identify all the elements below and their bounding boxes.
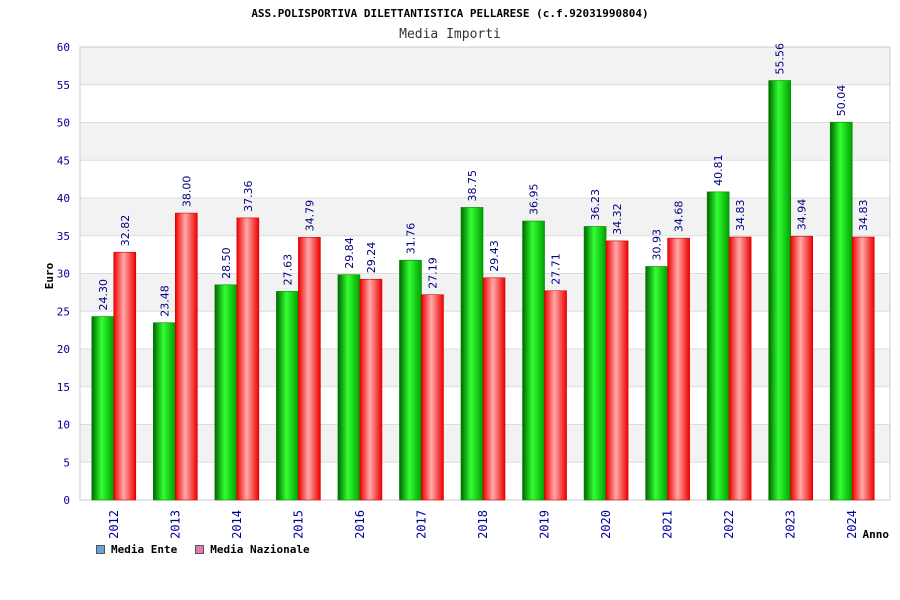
x-tick-label: 2023 — [784, 510, 798, 539]
y-tick-label: 0 — [63, 494, 70, 507]
bar-media-nazionale — [544, 290, 567, 501]
y-tick-label: 35 — [57, 230, 70, 243]
bar-media-nazionale — [175, 212, 198, 501]
grid-band — [80, 122, 890, 161]
data-label: 34.32 — [611, 203, 624, 235]
x-tick-label: 2016 — [353, 510, 367, 539]
x-tick-label: 2018 — [476, 510, 490, 539]
bar-media-nazionale — [728, 236, 752, 501]
bar-media-nazionale — [113, 251, 137, 501]
grid-band — [80, 47, 890, 85]
y-tick-label: 20 — [57, 343, 70, 356]
bar-media-ente — [399, 259, 422, 501]
y-axis-ticks: 0 5 10 15 20 25 30 35 40 45 50 55 60 — [57, 41, 70, 507]
data-label: 36.95 — [528, 184, 541, 216]
bar-media-nazionale — [359, 278, 383, 501]
bar-media-nazionale — [236, 217, 260, 501]
bar-media-ente — [583, 226, 607, 501]
y-tick-label: 45 — [57, 154, 70, 167]
x-tick-label: 2013 — [168, 510, 182, 539]
bar-media-ente — [91, 316, 115, 501]
legend-swatch-ente — [96, 545, 105, 554]
data-label: 31.76 — [404, 223, 417, 255]
data-label: 34.94 — [796, 199, 809, 231]
grid-band — [80, 198, 890, 236]
data-label: 37.36 — [242, 180, 255, 212]
x-axis-label: Anno — [863, 528, 890, 541]
bar-media-ente — [276, 291, 299, 501]
legend-label-nazionale: Media Nazionale — [210, 543, 310, 556]
x-tick-label: 2014 — [230, 510, 244, 539]
bar-media-nazionale — [667, 237, 690, 501]
y-tick-label: 30 — [57, 268, 70, 281]
legend-label-ente: Media Ente — [111, 543, 178, 556]
bars: 24.30 32.82 23.48 38.00 28.50 37.36 27.63 34.79… — [91, 43, 875, 501]
bar-media-nazionale — [790, 235, 813, 501]
x-tick-label: 2024 — [845, 510, 859, 539]
legend-swatch-nazionale — [195, 545, 205, 554]
bar-media-nazionale — [482, 277, 506, 501]
bar-media-ente — [153, 322, 176, 501]
data-label: 24.30 — [97, 279, 110, 311]
data-label: 34.68 — [673, 201, 686, 233]
y-tick-label: 15 — [57, 381, 70, 394]
data-label: 30.93 — [651, 229, 664, 261]
x-tick-label: 2017 — [414, 510, 428, 539]
x-axis-ticks: 2012 2013 2014 2015 2016 2017 2018 2019 2020 2021… — [107, 510, 859, 539]
y-tick-label: 50 — [57, 117, 70, 130]
data-label: 36.23 — [589, 189, 602, 221]
data-label: 27.19 — [426, 257, 439, 289]
bar-media-ente — [337, 274, 361, 501]
legend-item-ente: Media Ente — [96, 543, 177, 556]
x-tick-label: 2015 — [291, 510, 305, 539]
bar-media-ente — [522, 220, 545, 501]
x-tick-label: 2022 — [722, 510, 736, 539]
bar-media-ente — [645, 266, 668, 501]
data-label: 38.75 — [466, 170, 479, 202]
data-label: 29.43 — [488, 240, 501, 272]
data-label: 29.24 — [365, 242, 378, 274]
bar-media-ente — [829, 121, 853, 501]
data-label: 34.83 — [857, 200, 870, 232]
data-label: 50.04 — [835, 85, 848, 117]
legend-item-nazionale: Media Nazionale — [195, 543, 310, 556]
y-tick-label: 25 — [57, 305, 70, 318]
y-tick-label: 5 — [63, 456, 70, 469]
data-label: 40.81 — [712, 154, 725, 186]
data-label: 55.56 — [774, 43, 787, 75]
y-tick-label: 40 — [57, 192, 70, 205]
bar-media-ente — [214, 284, 238, 501]
data-label: 32.82 — [119, 215, 132, 247]
x-tick-label: 2020 — [599, 510, 613, 539]
data-label: 29.84 — [343, 237, 356, 269]
bar-media-ente — [460, 207, 484, 501]
bar-media-nazionale — [605, 240, 629, 501]
data-label: 23.48 — [158, 285, 171, 317]
bar-media-ente — [706, 191, 730, 501]
y-axis-label: Euro — [43, 262, 56, 289]
data-label: 38.00 — [180, 176, 193, 208]
data-label: 27.71 — [550, 253, 563, 285]
x-tick-label: 2012 — [107, 510, 121, 539]
background-bands — [80, 47, 890, 463]
chart-title: ASS.POLISPORTIVA DILETTANTISTICA PELLARE… — [251, 7, 648, 20]
data-label: 34.79 — [303, 200, 316, 232]
bar-media-nazionale — [851, 236, 875, 501]
y-tick-label: 55 — [57, 79, 70, 92]
data-label: 27.63 — [281, 254, 294, 286]
y-tick-label: 10 — [57, 419, 70, 432]
x-tick-label: 2021 — [661, 510, 675, 539]
bar-media-ente — [768, 80, 791, 501]
chart-subtitle: Media Importi — [399, 27, 501, 42]
data-label: 34.83 — [734, 200, 747, 232]
legend: Media Ente Media Nazionale — [96, 543, 310, 556]
bar-media-nazionale — [298, 237, 321, 501]
bar-media-nazionale — [421, 294, 444, 501]
y-tick-label: 60 — [57, 41, 70, 54]
x-tick-label: 2019 — [538, 510, 552, 539]
data-label: 28.50 — [220, 247, 233, 279]
